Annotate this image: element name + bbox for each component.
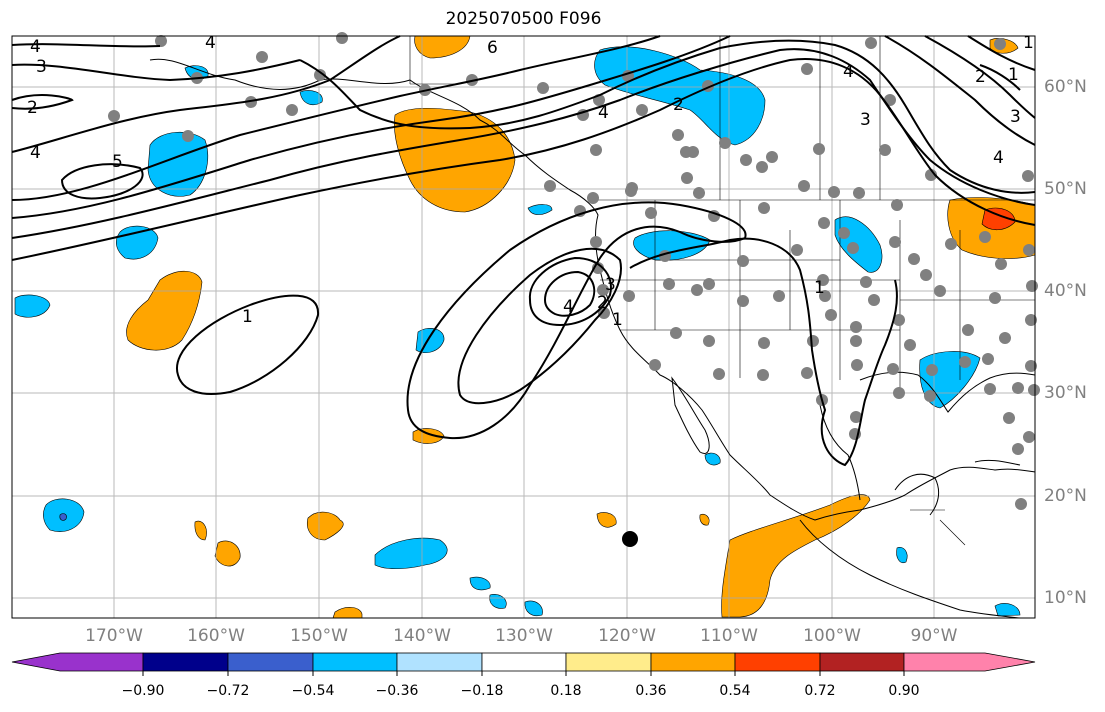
positive-anomaly-strong-patch — [981, 207, 1016, 231]
contour-label-group: 4 3 2 4 5 4 6 4 2 4 3 4 3 2 1 1 4 3 2 1 … — [27, 33, 1034, 330]
colorbar-tick-label: 0.90 — [888, 683, 920, 699]
colorbar — [11, 652, 1036, 676]
contour-label: 4 — [598, 103, 609, 123]
negative-anomaly-patch — [994, 603, 1021, 617]
colorbar-tick-label: −0.72 — [206, 683, 250, 699]
negative-anomaly-patch — [527, 204, 553, 215]
contour-label: 4 — [30, 37, 41, 57]
contour-label: 1 — [1023, 33, 1034, 53]
negative-anomaly-patch — [374, 537, 448, 570]
contour-label: 4 — [205, 33, 216, 53]
colorbar-bin — [142, 652, 229, 672]
colorbar-tick-label: −0.18 — [460, 683, 504, 699]
contour-label: 4 — [843, 62, 854, 82]
positive-anomaly-patch — [699, 513, 710, 526]
contour-label: 2 — [975, 67, 986, 87]
colorbar-bin — [396, 652, 483, 672]
negative-anomaly-patch — [469, 576, 491, 591]
contour-label: 1 — [814, 278, 825, 298]
colorbar-bin — [565, 652, 652, 672]
positive-anomaly-patch — [414, 35, 471, 59]
positive-anomaly-patch — [332, 607, 363, 619]
colorbar-tick-label: −0.36 — [375, 683, 419, 699]
lat-label: 30°N — [1044, 383, 1087, 403]
contour-label: 4 — [30, 143, 41, 163]
map-title: 2025070500 F096 — [445, 9, 602, 29]
negative-anomaly-patch — [147, 131, 208, 197]
colorbar-tick-label: −0.54 — [291, 683, 335, 699]
lon-label: 120°W — [598, 626, 656, 646]
lat-label: 40°N — [1044, 281, 1087, 301]
contour-label: 2 — [673, 95, 684, 115]
positive-anomaly-patch — [194, 520, 207, 541]
positive-anomaly-patch — [394, 108, 516, 213]
positive-anomaly-patch — [307, 511, 344, 541]
graticule — [12, 36, 1035, 618]
negative-anomaly-patch — [14, 294, 51, 318]
contour-label: 1 — [1008, 65, 1019, 85]
political-borders — [409, 36, 1035, 546]
lon-label: 140°W — [393, 626, 451, 646]
lon-label: 100°W — [803, 626, 861, 646]
lon-label: 90°W — [910, 626, 958, 646]
negative-anomaly-patch — [299, 90, 323, 105]
negative-anomaly-strong-patch — [59, 513, 67, 521]
colorbar-bin — [312, 652, 398, 672]
contour-label: 4 — [993, 148, 1004, 168]
contour-label: 5 — [112, 152, 123, 172]
lon-label: 110°W — [700, 626, 758, 646]
contour-label: 3 — [36, 57, 47, 77]
contour-lines — [11, 35, 1036, 467]
colorbar-tick-label: 0.18 — [550, 683, 582, 699]
negative-anomaly-patch — [704, 452, 721, 466]
colorbar-bin — [819, 652, 905, 672]
contour-label: 4 — [563, 297, 574, 317]
lon-label: 150°W — [290, 626, 348, 646]
colorbar-extend-high — [903, 652, 1036, 672]
marker-dot — [622, 531, 638, 547]
colorbar-extend-low — [11, 652, 144, 672]
colorbar-ticks — [142, 671, 905, 676]
negative-anomaly-patch — [524, 600, 543, 617]
lat-label: 60°N — [1044, 77, 1087, 97]
negative-anomaly-patch — [896, 547, 908, 563]
colorbar-tick-label: 0.36 — [635, 683, 667, 699]
colorbar-bin — [650, 652, 736, 672]
colorbar-tick-label: −0.90 — [121, 683, 165, 699]
contour-label: 3 — [605, 275, 616, 295]
colorbar-bin — [227, 652, 314, 672]
colorbar-bin — [734, 652, 821, 672]
contour-label: 3 — [1010, 107, 1021, 127]
positive-anomaly-patch — [596, 512, 617, 528]
lon-label: 160°W — [187, 626, 245, 646]
lat-label: 50°N — [1044, 179, 1087, 199]
colorbar-tick-label: 0.72 — [804, 683, 836, 699]
contour-label: 2 — [27, 98, 38, 118]
lat-label: 20°N — [1044, 486, 1087, 506]
lat-label: 10°N — [1044, 588, 1087, 608]
contour-label: 6 — [487, 38, 498, 58]
colorbar-tick-label: 0.54 — [719, 683, 751, 699]
colorbar-bin — [481, 652, 567, 672]
contour-label: 2 — [597, 293, 608, 313]
negative-anomaly-patch — [633, 230, 711, 261]
lon-label: 170°W — [85, 626, 143, 646]
contour-label: 1 — [242, 307, 253, 327]
station-dots — [108, 32, 1040, 510]
positive-anomaly-patch — [412, 428, 445, 444]
map-border — [11, 35, 1036, 619]
positive-anomaly-patch — [214, 540, 241, 567]
contour-label: 1 — [612, 310, 623, 330]
contour-label: 3 — [860, 110, 871, 130]
lon-label: 130°W — [495, 626, 553, 646]
positive-anomaly-patch — [721, 494, 871, 618]
